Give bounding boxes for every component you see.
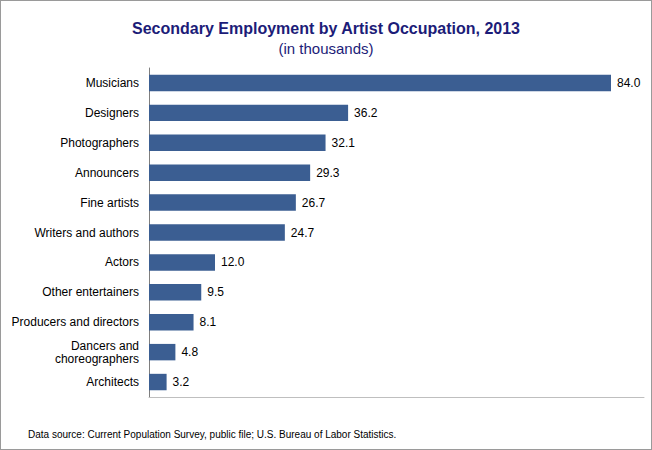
svg-text:4.8: 4.8 <box>181 345 198 359</box>
svg-text:Secondary Employment by Artist: Secondary Employment by Artist Occupatio… <box>132 20 520 37</box>
svg-text:Actors: Actors <box>105 255 139 269</box>
svg-text:Photographers: Photographers <box>60 136 139 150</box>
svg-text:12.0: 12.0 <box>221 255 245 269</box>
svg-text:Architects: Architects <box>86 375 139 389</box>
svg-text:Other entertainers: Other entertainers <box>42 285 139 299</box>
svg-text:29.3: 29.3 <box>316 166 340 180</box>
svg-text:84.0: 84.0 <box>617 76 641 90</box>
svg-text:(in thousands): (in thousands) <box>278 40 373 57</box>
svg-text:Musicians: Musicians <box>86 76 139 90</box>
svg-text:Dancers and: Dancers and <box>71 339 139 353</box>
svg-text:8.1: 8.1 <box>200 315 217 329</box>
svg-text:choreographers: choreographers <box>55 352 139 366</box>
svg-text:3.2: 3.2 <box>173 375 190 389</box>
svg-text:Designers: Designers <box>85 106 139 120</box>
svg-text:26.7: 26.7 <box>302 196 326 210</box>
svg-text:Data source: Current Populatio: Data source: Current Population Survey, … <box>28 429 396 440</box>
svg-text:Fine artists: Fine artists <box>80 196 139 210</box>
svg-text:Producers and directors: Producers and directors <box>12 315 139 329</box>
svg-text:Writers and authors: Writers and authors <box>35 226 140 240</box>
svg-text:Announcers: Announcers <box>75 166 139 180</box>
svg-text:32.1: 32.1 <box>332 136 356 150</box>
svg-text:36.2: 36.2 <box>354 106 378 120</box>
svg-text:9.5: 9.5 <box>207 285 224 299</box>
svg-text:24.7: 24.7 <box>291 226 315 240</box>
